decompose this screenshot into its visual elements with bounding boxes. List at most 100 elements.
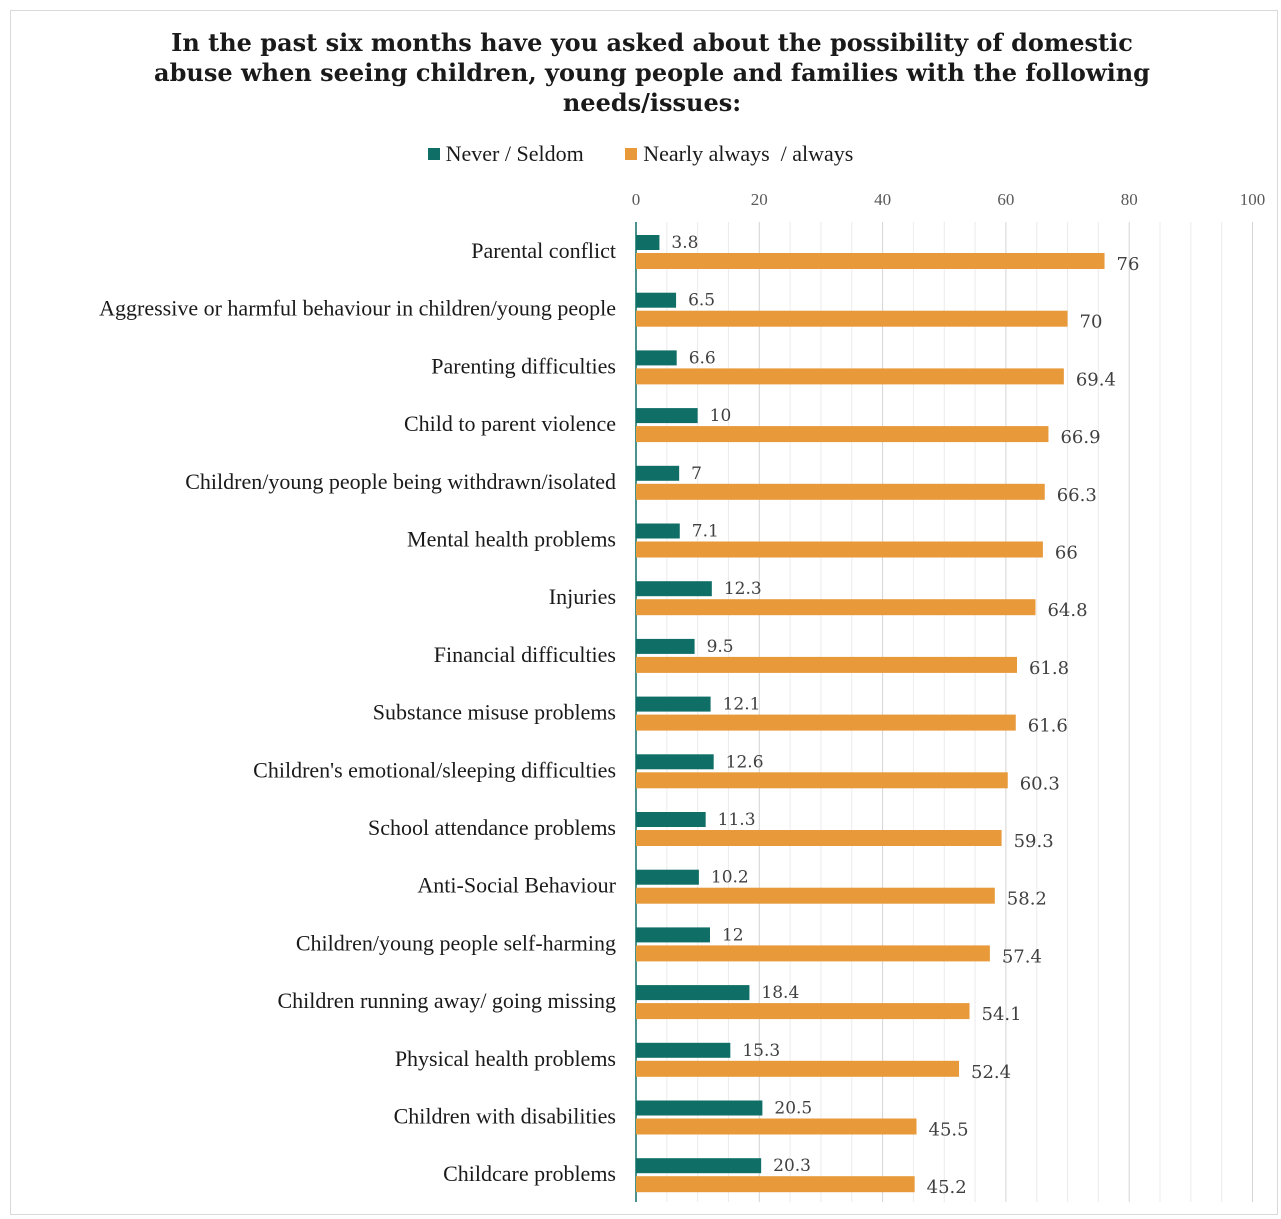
data-label-never-seldom: 12: [722, 925, 744, 945]
category-label: Parental conflict: [471, 238, 616, 263]
bar-nearly-always: [636, 772, 1008, 789]
category-label: Children with disabilities: [394, 1104, 616, 1129]
data-label-nearly-always: 61.6: [1028, 716, 1068, 737]
bar-never-seldom: [636, 235, 660, 250]
bar-never-seldom: [636, 754, 714, 770]
data-label-never-seldom: 6.6: [689, 348, 716, 368]
bar-never-seldom: [636, 465, 680, 481]
bar-nearly-always: [636, 541, 1043, 558]
category-label: Childcare problems: [443, 1161, 616, 1186]
category-label: Mental health problems: [407, 527, 616, 552]
data-label-nearly-always: 45.5: [929, 1120, 969, 1141]
data-label-never-seldom: 11.3: [718, 810, 756, 830]
data-label-never-seldom: 7.1: [692, 522, 719, 542]
bar-never-seldom: [636, 292, 677, 308]
bar-nearly-always: [636, 714, 1016, 731]
data-label-never-seldom: 12.6: [726, 752, 764, 772]
data-label-nearly-always: 52.4: [971, 1062, 1011, 1083]
bar-nearly-always: [636, 310, 1068, 327]
legend-label-nearly-always: Nearly always / always: [643, 141, 854, 166]
legend-swatch-never-seldom: [427, 148, 440, 160]
data-label-nearly-always: 66.3: [1057, 485, 1097, 506]
category-label: Children running away/ going missing: [277, 988, 616, 1013]
bar-never-seldom: [636, 1158, 762, 1174]
chart-frame: [10, 10, 1278, 1215]
data-label-never-seldom: 10.2: [711, 868, 749, 888]
bar-nearly-always: [636, 945, 990, 962]
bar-never-seldom: [636, 638, 695, 654]
data-label-nearly-always: 57.4: [1002, 946, 1042, 967]
data-label-never-seldom: 20.3: [773, 1156, 811, 1176]
data-label-nearly-always: 59.3: [1014, 831, 1054, 852]
bar-nearly-always: [636, 1003, 970, 1020]
data-label-nearly-always: 45.2: [927, 1177, 967, 1198]
data-label-never-seldom: 7: [691, 464, 702, 484]
category-label: Children's emotional/sleeping difficulti…: [253, 757, 616, 782]
data-label-nearly-always: 70: [1080, 312, 1103, 333]
legend: Never / Seldom Nearly always / always: [0, 140, 1281, 167]
legend-label-never-seldom: Never / Seldom: [445, 141, 584, 166]
x-tick-label: 0: [632, 190, 641, 209]
bar-never-seldom: [636, 581, 712, 597]
category-label: Financial difficulties: [434, 642, 616, 667]
category-label: Aggressive or harmful behaviour in child…: [99, 296, 616, 321]
data-label-nearly-always: 66.9: [1060, 427, 1100, 448]
category-label: Anti-Social Behaviour: [417, 873, 616, 898]
category-label: Child to parent violence: [404, 411, 616, 436]
data-label-never-seldom: 3.8: [671, 233, 698, 253]
bar-never-seldom: [636, 1100, 763, 1116]
bar-never-seldom: [636, 869, 699, 885]
data-label-never-seldom: 20.5: [774, 1099, 812, 1119]
bar-never-seldom: [636, 523, 680, 539]
legend-item-never-seldom: Never / Seldom: [427, 141, 584, 167]
bar-nearly-always: [636, 253, 1105, 269]
category-label: Substance misuse problems: [373, 700, 616, 725]
bar-never-seldom: [636, 696, 711, 712]
bar-nearly-always: [636, 426, 1049, 443]
data-label-nearly-always: 58.2: [1007, 889, 1047, 910]
data-label-never-seldom: 10: [710, 406, 732, 426]
data-label-nearly-always: 76: [1117, 254, 1140, 275]
bar-nearly-always: [636, 1176, 915, 1193]
legend-item-nearly-always: Nearly always / always: [625, 141, 853, 167]
data-label-nearly-always: 60.3: [1020, 773, 1060, 794]
category-label: Children/young people self-harming: [296, 930, 616, 955]
bar-nearly-always: [636, 887, 995, 904]
x-tick-label: 40: [874, 190, 891, 209]
chart-title: In the past six months have you asked ab…: [154, 28, 1150, 117]
category-label: Parenting difficulties: [431, 353, 616, 378]
x-tick-label: 20: [751, 190, 768, 209]
data-label-never-seldom: 6.5: [688, 291, 715, 311]
category-label: Children/young people being withdrawn/is…: [185, 469, 616, 494]
bar-never-seldom: [636, 350, 677, 366]
legend-swatch-nearly-always: [625, 148, 638, 160]
bar-nearly-always: [636, 599, 1036, 616]
category-label: School attendance problems: [368, 815, 616, 840]
x-tick-label: 60: [997, 190, 1014, 209]
bar-nearly-always: [636, 368, 1064, 385]
data-label-never-seldom: 15.3: [742, 1041, 780, 1061]
data-label-nearly-always: 61.8: [1029, 658, 1069, 679]
bar-nearly-always: [636, 830, 1002, 846]
bar-never-seldom: [636, 927, 710, 943]
data-label-nearly-always: 64.8: [1047, 600, 1087, 621]
bar-nearly-always: [636, 1060, 960, 1077]
bar-nearly-always: [636, 1118, 917, 1135]
data-label-never-seldom: 9.5: [707, 637, 734, 657]
data-label-nearly-always: 66: [1055, 543, 1078, 564]
x-tick-label: 100: [1240, 190, 1266, 209]
bar-nearly-always: [636, 656, 1017, 673]
data-label-never-seldom: 12.1: [723, 695, 761, 715]
data-label-nearly-always: 69.4: [1076, 369, 1116, 390]
bar-nearly-always: [636, 483, 1045, 500]
data-label-never-seldom: 12.3: [724, 579, 762, 599]
x-tick-label: 80: [1121, 190, 1138, 209]
bar-never-seldom: [636, 812, 706, 827]
data-label-never-seldom: 18.4: [761, 983, 799, 1003]
bar-never-seldom: [636, 985, 750, 1001]
bar-never-seldom: [636, 408, 698, 424]
category-label: Physical health problems: [395, 1046, 616, 1071]
category-label: Injuries: [549, 584, 616, 609]
data-label-nearly-always: 54.1: [982, 1004, 1022, 1025]
